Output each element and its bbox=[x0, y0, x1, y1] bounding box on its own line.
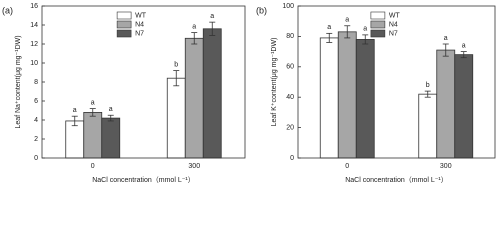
significance-letter: b bbox=[174, 61, 178, 68]
bar bbox=[319, 37, 339, 159]
bar bbox=[101, 117, 121, 159]
bar bbox=[202, 28, 222, 159]
legend-swatch bbox=[370, 20, 386, 29]
bar bbox=[166, 77, 186, 159]
significance-letter: a bbox=[462, 42, 466, 49]
significance-letter: a bbox=[210, 13, 214, 20]
bar bbox=[65, 120, 85, 159]
y-tick-label: 80 bbox=[286, 33, 294, 40]
legend-label: N4 bbox=[389, 21, 398, 28]
axes-frame bbox=[41, 5, 246, 159]
y-tick-label: 14 bbox=[30, 22, 38, 29]
significance-letter: a bbox=[109, 106, 113, 113]
bar bbox=[454, 54, 474, 159]
x-tick-label: 300 bbox=[188, 163, 200, 170]
bar bbox=[184, 37, 204, 159]
legend-swatch bbox=[116, 11, 132, 20]
y-tick-label: 8 bbox=[34, 79, 38, 86]
y-tick-label: 0 bbox=[290, 155, 294, 162]
y-tick-label: 40 bbox=[286, 94, 294, 101]
significance-letter: a bbox=[444, 35, 448, 42]
significance-letter: a bbox=[192, 23, 196, 30]
y-tick-label: 100 bbox=[282, 3, 294, 10]
x-tick-label: 0 bbox=[91, 163, 95, 170]
x-tick-label: 300 bbox=[440, 163, 452, 170]
bar bbox=[418, 93, 438, 159]
legend-label: N7 bbox=[135, 30, 144, 37]
bar bbox=[355, 39, 375, 159]
bar bbox=[83, 112, 103, 159]
significance-letter: a bbox=[363, 26, 367, 33]
legend-swatch bbox=[370, 11, 386, 20]
y-tick-label: 60 bbox=[286, 64, 294, 71]
legend-label: N7 bbox=[389, 30, 398, 37]
panel-label: (b) bbox=[256, 5, 267, 15]
y-axis-label: Leaf Na⁺content(μg mg⁻¹DW) bbox=[15, 35, 22, 128]
y-tick-label: 4 bbox=[34, 117, 38, 124]
y-tick-label: 16 bbox=[30, 3, 38, 10]
bar bbox=[436, 49, 456, 159]
figure: (a) 0 2 4 6 8 10 12 14 16 Leaf Na⁺content(μg mg⁻¹D… bbox=[2, 3, 496, 184]
y-tick-label: 10 bbox=[30, 60, 38, 67]
x-axis-label: NaCl concentration（mmol L⁻¹） bbox=[92, 176, 195, 184]
legend-swatch bbox=[116, 20, 132, 29]
legend-label: WT bbox=[135, 12, 147, 19]
significance-letter: b bbox=[426, 82, 430, 89]
y-tick-label: 0 bbox=[34, 155, 38, 162]
axes-frame bbox=[297, 5, 496, 159]
significance-letter: a bbox=[73, 107, 77, 114]
y-axis-label: Leaf K⁺content(μg mg⁻¹DW) bbox=[271, 38, 278, 127]
significance-letter: a bbox=[345, 17, 349, 24]
y-tick-label: 2 bbox=[34, 136, 38, 143]
panel-label: (a) bbox=[2, 5, 13, 15]
legend-label: N4 bbox=[135, 21, 144, 28]
y-tick-label: 20 bbox=[286, 124, 294, 131]
y-tick-label: 12 bbox=[30, 41, 38, 48]
y-tick-label: 6 bbox=[34, 98, 38, 105]
x-axis-label: NaCl concentration（mmol L⁻¹） bbox=[345, 176, 448, 184]
significance-letter: a bbox=[327, 24, 331, 31]
x-tick-label: 0 bbox=[345, 163, 349, 170]
significance-letter: a bbox=[91, 99, 95, 106]
bar bbox=[337, 31, 357, 159]
legend-label: WT bbox=[389, 12, 401, 19]
legend-swatch bbox=[116, 29, 132, 38]
legend-swatch bbox=[370, 29, 386, 38]
